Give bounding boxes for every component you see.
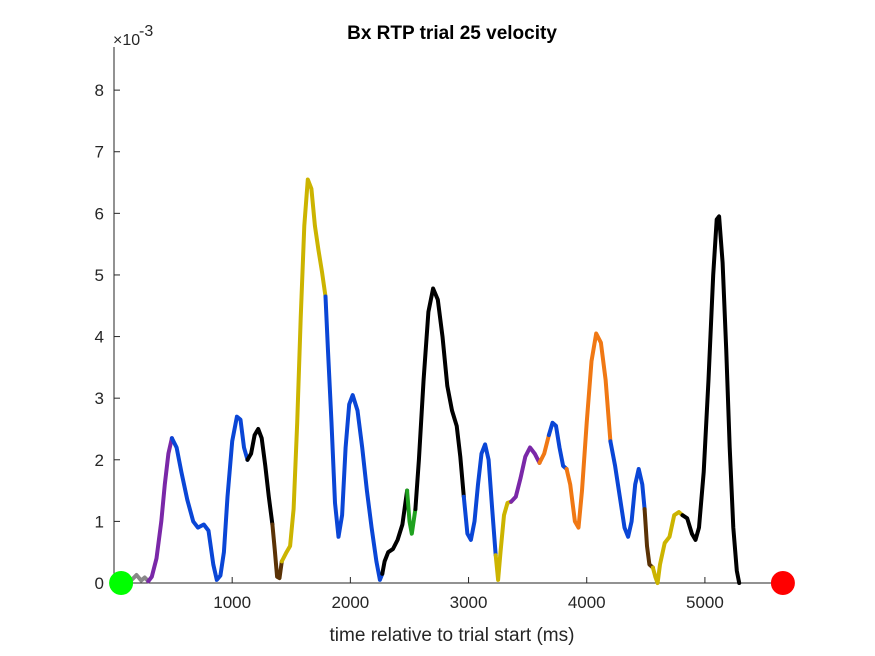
series-segment-14	[546, 420, 569, 471]
axes	[113, 47, 790, 584]
x-tick-label: 1000	[213, 593, 251, 612]
velocity-series	[119, 177, 742, 585]
trial-markers	[109, 571, 795, 595]
x-axis-ticks: 1000 2000 3000 4000 5000	[213, 577, 724, 612]
x-tick-label: 2000	[331, 593, 369, 612]
series-segment-15	[564, 331, 613, 530]
y-axis-ticks: 0 1 2 3 4 5 6 7 8	[95, 81, 120, 593]
start-marker	[109, 571, 134, 595]
chart-title: Bx RTP trial 25 velocity	[347, 23, 557, 44]
y-tick-label: 0	[95, 574, 104, 593]
series-segment-11	[493, 499, 514, 582]
y-tick-label: 3	[95, 389, 104, 408]
series-segment-9	[413, 286, 466, 512]
y-tick-label: 6	[95, 204, 104, 223]
series-segment-4	[270, 522, 284, 581]
series-segment-8	[405, 488, 418, 536]
series-segment-2	[169, 414, 250, 582]
series-segment-7	[380, 488, 410, 576]
series-segment-6	[323, 294, 385, 582]
x-tick-label: 5000	[686, 593, 724, 612]
y-tick-label: 8	[95, 81, 104, 100]
y-tick-label: 4	[95, 328, 104, 347]
series-segment-18	[650, 510, 685, 585]
series-segment-10	[461, 442, 498, 558]
series-segment-1	[146, 436, 174, 584]
end-marker	[770, 571, 795, 595]
series-segment-3	[245, 427, 275, 527]
x-tick-label: 3000	[450, 593, 488, 612]
series-segment-17	[642, 507, 655, 570]
y-tick-label: 2	[95, 451, 104, 470]
series-segment-19	[680, 214, 742, 585]
series-segment-5	[279, 177, 328, 564]
y-tick-label: 5	[95, 266, 104, 285]
y-tick-label: 1	[95, 512, 104, 531]
x-axis-label: time relative to trial start (ms)	[330, 625, 575, 646]
series-segment-16	[608, 439, 647, 539]
y-axis-exponent-base: ×10	[113, 32, 140, 49]
series-segment-13	[537, 433, 551, 465]
x-tick-label: 4000	[568, 593, 606, 612]
y-tick-label: 7	[95, 143, 104, 162]
y-axis-exponent: -3	[139, 23, 153, 40]
series-segment-12	[509, 445, 542, 504]
